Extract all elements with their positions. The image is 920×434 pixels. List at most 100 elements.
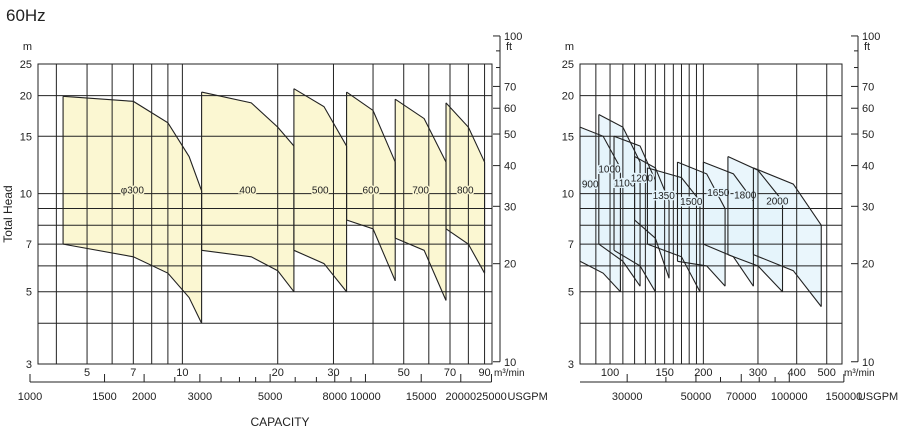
- series-lower-curve-2: [613, 249, 656, 293]
- series-label: 1350: [653, 191, 676, 202]
- ft-tick-label: 100: [862, 31, 880, 43]
- series-lower-curve-8: [753, 254, 822, 307]
- series-lower-curve-5: [677, 260, 726, 287]
- x-tick-label: 5: [84, 367, 90, 379]
- series-label: 800: [457, 186, 474, 197]
- series-label: 1650: [707, 188, 730, 199]
- usgpm-tick-label: 100000: [771, 391, 808, 403]
- usgpm-tick-label: 1500: [92, 391, 116, 403]
- series-region-3: [346, 92, 396, 281]
- series-region-4: [395, 99, 447, 301]
- series-lower-curve-4: [395, 237, 447, 301]
- x-axis-usgpm: 1000 1500 2000 3000 5000 8000 10000 15000 20000 2…: [18, 374, 548, 403]
- grid-layer: [37, 63, 493, 365]
- y-tick-label: 3: [26, 359, 32, 371]
- y-unit-ft: ft: [506, 41, 512, 53]
- series-label: 500: [312, 186, 329, 197]
- ft-tick-label: 20: [504, 259, 516, 271]
- x-tick-label: 300: [749, 367, 767, 379]
- y-unit-m: m: [23, 41, 32, 53]
- series-label: 1500: [680, 197, 703, 208]
- series-lower-curve-1: [201, 249, 295, 293]
- series-lower-curve-3: [346, 219, 396, 282]
- x-axis-m3min: 100 150 200 300 400 500 m³/min: [601, 367, 875, 379]
- series-upper-curve-6: [703, 161, 754, 202]
- series-region-1: [201, 92, 294, 292]
- y-axis-m: 3 5 7 10 15 20 25 m: [562, 41, 574, 371]
- x-tick-label: 90: [478, 367, 490, 379]
- plot-frame: [37, 63, 493, 365]
- series-lower-curve-1: [598, 243, 641, 287]
- ft-tick-label: 50: [862, 129, 874, 141]
- series-region-5: [446, 102, 485, 274]
- y-axis-title: Total Head: [1, 185, 15, 242]
- x-axis-m3min: 5 7 10 20 30 50 70 90 m³/min: [84, 367, 525, 379]
- usgpm-unit: USGPM: [858, 391, 898, 403]
- series-upper-curve-4: [647, 167, 701, 202]
- usgpm-tick-label: 25000: [476, 391, 507, 403]
- series-upper-curve-4: [394, 98, 447, 163]
- ft-tick-label: 20: [862, 259, 874, 271]
- y-unit-m: m: [565, 41, 574, 53]
- series-lower-curve-2: [293, 249, 348, 293]
- ft-tick-label: 60: [862, 103, 874, 115]
- usgpm-tick-label: 3000: [188, 391, 212, 403]
- x-tick-label: 30: [327, 367, 339, 379]
- series-upper-curve-0: [579, 126, 621, 169]
- usgpm-tick-label: 15000: [406, 391, 437, 403]
- ft-tick-label: 40: [862, 161, 874, 173]
- usgpm-tick-label: 50000: [681, 391, 712, 403]
- y-tick-label: 3: [568, 359, 574, 371]
- series-label: 400: [239, 186, 256, 197]
- usgpm-tick-label: 20000: [445, 391, 476, 403]
- x-tick-label: 7: [130, 367, 136, 379]
- usgpm-tick-label: 70000: [726, 391, 757, 403]
- usgpm-tick-label: 8000: [323, 391, 347, 403]
- ft-tick-label: 30: [862, 201, 874, 213]
- usgpm-unit: USGPM: [507, 391, 547, 403]
- usgpm-tick-label: 2000: [132, 391, 156, 403]
- usgpm-tick-label: 1000: [18, 391, 42, 403]
- y-tick-label: 5: [568, 287, 574, 299]
- series-lower-curve-7: [727, 254, 783, 293]
- usgpm-tick-label: 5000: [258, 391, 282, 403]
- capacity-label: CAPACITY: [250, 415, 309, 429]
- curve-layer: φ300 400 500 600 700 800: [62, 88, 486, 324]
- y-tick-label: 15: [562, 131, 574, 143]
- series-upper-curve-0: [63, 95, 203, 192]
- series-lower-curve-0: [579, 260, 621, 293]
- x-tick-label: 100: [601, 367, 619, 379]
- series-label: 900: [582, 179, 599, 190]
- series-label: 1000: [598, 164, 621, 175]
- x-tick-label: 20: [272, 367, 284, 379]
- series-upper-curve-2: [293, 88, 348, 147]
- y-tick-label: 25: [562, 59, 574, 71]
- series-lower-curve-5: [445, 228, 486, 274]
- series-upper-curve-8: [753, 167, 822, 226]
- y-tick-label: 20: [20, 91, 32, 103]
- y-tick-label: 10: [562, 189, 574, 201]
- y-tick-label: 25: [20, 59, 32, 71]
- x-tick-label: 200: [694, 367, 712, 379]
- ft-tick-label: 50: [504, 129, 516, 141]
- x-tick-label: 50: [398, 367, 410, 379]
- x-tick-label: 500: [818, 367, 836, 379]
- series-label: 700: [412, 186, 429, 197]
- y-unit-ft: ft: [864, 41, 870, 53]
- series-upper-curve-3: [346, 91, 396, 163]
- usgpm-tick-label: 10000: [350, 391, 381, 403]
- ft-tick-label: 40: [504, 161, 516, 173]
- y-tick-label: 7: [568, 239, 574, 251]
- series-upper-curve-1: [201, 91, 295, 147]
- usgpm-tick-label: 150000: [826, 391, 863, 403]
- series-region-0: [63, 96, 202, 324]
- series-label: 1100: [614, 178, 636, 189]
- series-layer: [580, 114, 822, 307]
- ft-tick-label: 100: [504, 31, 522, 43]
- frequency-label: 60Hz: [6, 6, 46, 25]
- series-label: 1800: [734, 191, 757, 202]
- y-tick-label: 15: [20, 131, 32, 143]
- series-region-8: [753, 167, 822, 307]
